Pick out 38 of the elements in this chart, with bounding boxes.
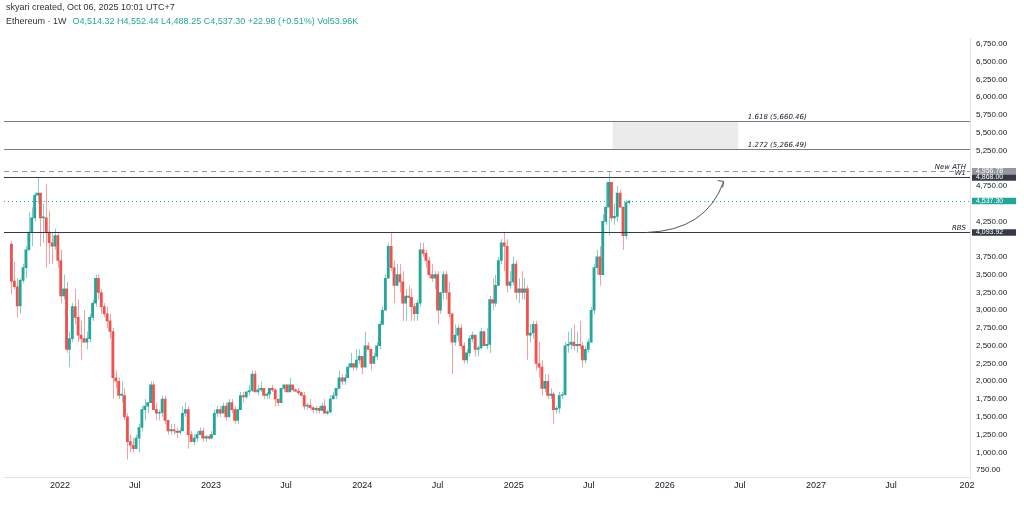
y-tick-label: 5,750.00 [976, 110, 1008, 120]
y-tick-label: 6,500.00 [976, 56, 1008, 66]
y-tick-label: 1,500.00 [976, 412, 1008, 422]
chart-subtitle: O4,514.32 H4,552.44 L4,488.25 C4,537.30 +22.98 (+0.51%) Vol53.96K [72, 16, 359, 26]
y-tick-label: 6,000.00 [976, 92, 1008, 102]
chart-title: Ethereum · 1W [6, 16, 67, 26]
x-tick-label: 2026 [654, 480, 675, 491]
y-tick-label: 3,500.00 [976, 269, 1008, 279]
y-tick-label: 2,250.00 [976, 358, 1008, 368]
x-tick-label: 2027 [805, 480, 826, 491]
y-tick-label: 2,000.00 [976, 376, 1008, 386]
y-tick-label: 1,250.00 [976, 429, 1008, 439]
y-tick-label: 2,750.00 [976, 323, 1008, 333]
text: skyari created, Oct 06, 2025 10:01 UTC+7 [6, 2, 175, 12]
x-tick-label: 2024 [352, 480, 373, 491]
x-tick-label: Jul [885, 480, 897, 491]
x-tick-label: 2022 [49, 480, 70, 491]
y-tick-label: 5,250.00 [976, 145, 1008, 155]
x-tick-label: Jul [129, 480, 141, 491]
y-tick-label: 6,750.00 [976, 38, 1008, 48]
x-tick-label: 2025 [503, 480, 524, 491]
y-tick-label: 3,750.00 [976, 252, 1008, 262]
y-tick-label: 2,500.00 [976, 340, 1008, 350]
x-tick-label: Jul [280, 480, 292, 491]
y-tick-label: 750.00 [976, 465, 1002, 475]
y-tick-label: 1,000.00 [976, 447, 1008, 457]
y-tick-label: 5,500.00 [976, 127, 1008, 137]
x-tick-label: Jul [734, 480, 746, 491]
y-tick-label: 3,000.00 [976, 305, 1008, 315]
y-tick-label: 6,250.00 [976, 74, 1008, 84]
x-tick-label: 2023 [201, 480, 222, 491]
x-tick-label: 202 [959, 480, 975, 491]
y-tick-label: 4,750.00 [976, 181, 1008, 191]
y-tick-label: 3,250.00 [976, 287, 1008, 297]
x-tick-label: Jul [431, 480, 444, 491]
x-tick-label: Jul [582, 480, 595, 491]
y-tick-label: 4,250.00 [976, 216, 1008, 226]
y-tick-label: 1,750.00 [976, 394, 1008, 404]
